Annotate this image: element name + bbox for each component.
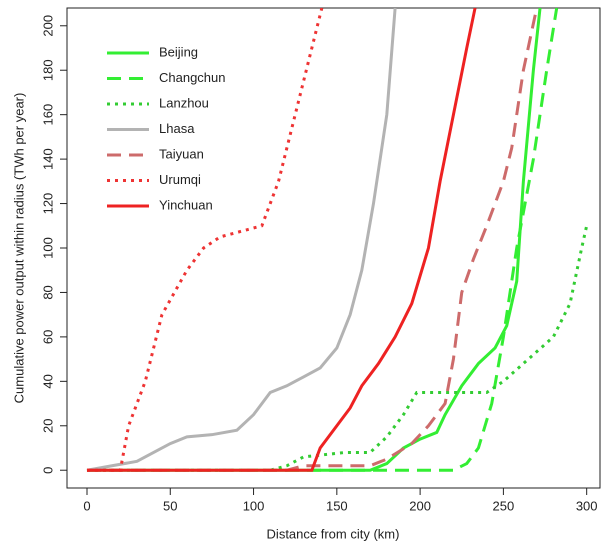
series-line [86, 8, 397, 472]
y-tick-label: 100 [40, 237, 55, 259]
legend-label: Beijing [159, 44, 198, 59]
series-line [86, 8, 477, 472]
series-line [86, 8, 324, 472]
x-axis-label: Distance from city (km) [267, 526, 400, 541]
x-tick-label: 100 [243, 498, 265, 513]
y-tick-label: 20 [40, 419, 55, 433]
y-tick-label: 120 [40, 193, 55, 215]
y-axis-label: Cumulative power output within radius (T… [11, 93, 26, 404]
y-tick-label: 200 [40, 15, 55, 37]
x-tick-label: 50 [163, 498, 177, 513]
series-line [86, 225, 589, 472]
legend-label: Lanzhou [159, 95, 209, 110]
plot-area [86, 8, 589, 472]
legend-label: Yinchuan [159, 197, 213, 212]
series-line [86, 8, 539, 472]
y-tick-label: 0 [40, 467, 55, 474]
legend-label: Lhasa [159, 121, 195, 136]
x-tick-label: 300 [576, 498, 598, 513]
series-line [86, 8, 542, 472]
legend-label: Urumqi [159, 172, 201, 187]
y-tick-label: 60 [40, 330, 55, 344]
y-tick-label: 40 [40, 374, 55, 388]
x-tick-label: 200 [409, 498, 431, 513]
legend-label: Taiyuan [159, 146, 204, 161]
y-tick-label: 160 [40, 104, 55, 126]
y-tick-label: 140 [40, 148, 55, 170]
y-tick-label: 80 [40, 285, 55, 299]
series-line [86, 8, 559, 472]
x-tick-label: 150 [326, 498, 348, 513]
x-tick-label: 0 [83, 498, 90, 513]
legend-label: Changchun [159, 70, 226, 85]
x-tick-label: 250 [493, 498, 515, 513]
y-tick-label: 180 [40, 59, 55, 81]
